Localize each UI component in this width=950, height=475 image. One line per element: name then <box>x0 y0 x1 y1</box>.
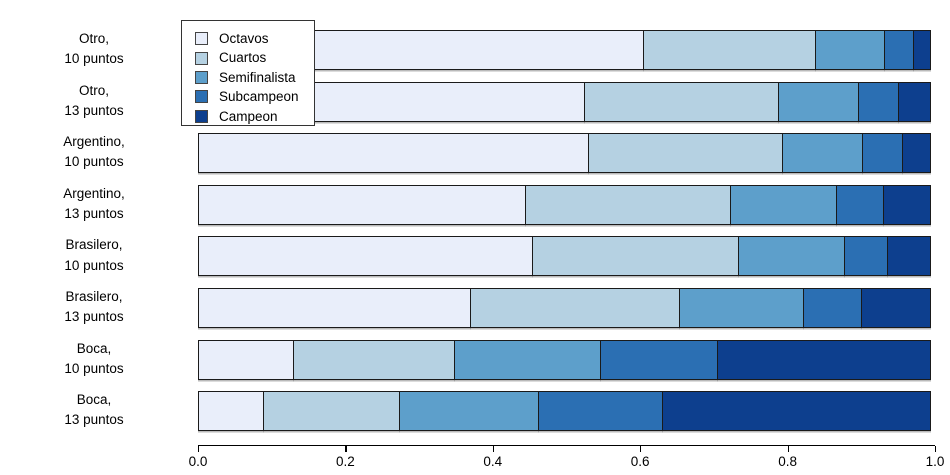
bar-segment-semifinalista <box>398 391 539 432</box>
bar-segment-semifinalista <box>678 288 804 328</box>
category-label-line1: Brasilero, <box>65 289 123 304</box>
bar-segment-subcampeon <box>858 81 899 122</box>
x-axis-tick <box>640 446 642 452</box>
bar-segment-octavos <box>198 184 526 225</box>
bar-row <box>198 236 935 277</box>
bar-segment-semifinalista <box>781 133 863 174</box>
category-label-line2: 13 puntos <box>64 309 124 325</box>
bar-segment-campeon <box>901 133 931 174</box>
category-label-line2: 10 puntos <box>64 154 124 170</box>
bar-segment-octavos <box>198 391 265 432</box>
legend-label: Cuartos <box>219 50 267 66</box>
bar-segment-campeon <box>897 81 931 122</box>
bar-segment-semifinalista <box>730 184 838 225</box>
bar-segment-cuartos <box>524 184 732 225</box>
x-axis-tick-label: 0.8 <box>778 454 797 469</box>
category-label-line2: 13 puntos <box>64 102 124 118</box>
bar-segment-subcampeon <box>861 133 903 174</box>
bar-row <box>198 288 935 328</box>
x-axis-tick-label: 0.6 <box>630 454 650 469</box>
bar-segment-cuartos <box>263 391 400 432</box>
category-label: Brasilero, 10 puntos <box>0 235 188 276</box>
legend-label: Semifinalista <box>219 69 296 85</box>
bar-segment-campeon <box>661 391 931 432</box>
bar-segment-campeon <box>860 288 931 328</box>
x-axis-tick-label: 0.0 <box>188 454 208 469</box>
x-axis-tick <box>345 446 347 452</box>
category-label: Otro, 10 puntos <box>0 29 188 70</box>
category-label-line2: 10 puntos <box>64 257 124 273</box>
legend-label: Octavos <box>219 30 269 46</box>
bar-segment-cuartos <box>642 30 817 70</box>
category-label-line1: Boca, <box>76 392 112 408</box>
category-label-line1: Argentino, <box>63 134 125 150</box>
bar-segment-subcampeon <box>884 30 914 70</box>
category-label: Argentino, 10 puntos <box>0 132 188 173</box>
bar-row <box>198 184 935 225</box>
bar-segment-semifinalista <box>815 30 886 70</box>
category-label: Brasilero, 13 puntos <box>0 287 188 328</box>
x-axis-tick-label: 0.4 <box>483 454 503 469</box>
category-label-line2: 10 puntos <box>64 360 124 376</box>
bar-segment-cuartos <box>469 288 680 328</box>
legend-item: Campeon <box>195 107 314 126</box>
category-label-line2: 13 puntos <box>64 206 124 222</box>
category-label: Boca, 13 puntos <box>0 390 188 431</box>
bar-segment-semifinalista <box>453 339 602 380</box>
legend-item: Cuartos <box>195 48 314 67</box>
x-axis-tick-label: 0.2 <box>336 454 355 469</box>
bar-segment-octavos <box>198 133 589 174</box>
bar-segment-campeon <box>883 184 931 225</box>
legend-item: Subcampeon <box>195 87 314 106</box>
bar-segment-cuartos <box>587 133 783 174</box>
x-axis-tick <box>935 446 937 452</box>
bar-segment-subcampeon <box>843 236 888 277</box>
bar-row <box>198 133 935 174</box>
legend: Octavos Cuartos Semifinalista Subcampeon Cam… <box>181 20 315 126</box>
bar-segment-cuartos <box>532 236 739 277</box>
x-axis-tick <box>492 446 495 452</box>
x-axis-tick-label: 1.0 <box>925 454 945 469</box>
legend-item: Semifinalista <box>195 68 314 87</box>
category-label-line2: 10 puntos <box>64 51 124 67</box>
category-label-line1: Brasilero, <box>65 237 123 253</box>
category-label: Boca, 10 puntos <box>0 339 188 380</box>
legend-swatch-icon <box>195 51 208 65</box>
x-axis-tick <box>198 446 200 452</box>
legend-swatch-icon <box>195 90 208 104</box>
category-label-line1: Argentino, <box>63 185 125 201</box>
category-label-line1: Otro, <box>78 82 109 98</box>
x-axis-line <box>198 445 935 446</box>
bar-segment-campeon <box>886 236 931 277</box>
bar-segment-semifinalista <box>778 81 860 122</box>
legend-swatch-icon <box>195 32 208 46</box>
bar-segment-octavos <box>198 288 471 328</box>
bar-row <box>198 339 935 380</box>
bar-segment-cuartos <box>583 81 780 122</box>
bar-segment-semifinalista <box>737 236 845 277</box>
bar-segment-subcampeon <box>600 339 719 380</box>
bar-segment-campeon <box>912 30 931 70</box>
category-label-line2: 13 puntos <box>64 412 124 428</box>
category-label: Otro, 13 puntos <box>0 81 188 122</box>
bar-segment-cuartos <box>292 339 455 380</box>
bar-segment-subcampeon <box>537 391 663 432</box>
legend-label: Subcampeon <box>219 89 299 105</box>
category-label: Argentino, 13 puntos <box>0 184 188 225</box>
bar-segment-campeon <box>717 339 931 380</box>
bar-segment-octavos <box>198 339 294 380</box>
bar-row <box>198 391 935 432</box>
category-label-line1: Boca, <box>76 340 112 356</box>
x-axis-tick <box>787 446 789 452</box>
legend-label: Campeon <box>219 108 278 124</box>
legend-item: Octavos <box>195 29 314 48</box>
category-label-line1: Otro, <box>78 31 109 46</box>
bar-segment-subcampeon <box>803 288 862 328</box>
bar-segment-subcampeon <box>836 184 885 225</box>
legend-swatch-icon <box>195 109 208 123</box>
legend-swatch-icon <box>195 70 208 84</box>
bar-segment-octavos <box>198 236 534 277</box>
